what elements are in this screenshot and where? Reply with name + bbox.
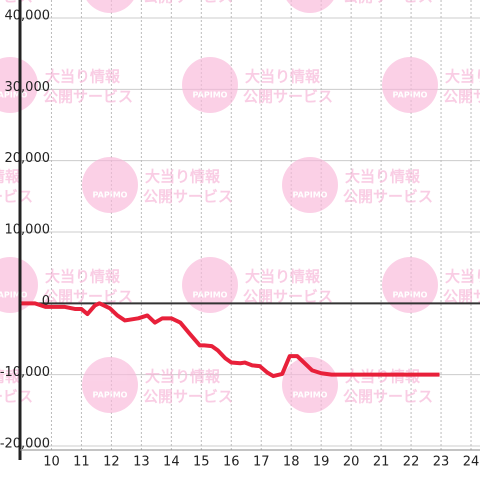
watermark-logo: [282, 157, 338, 213]
watermark-logo: [82, 357, 138, 413]
watermark-text: 公開サービス: [143, 0, 233, 6]
watermark-logo: [86, 0, 134, 13]
watermark-text: 公開サービス: [343, 188, 433, 206]
watermark-logo: [182, 257, 238, 313]
watermark-logo: [382, 57, 438, 113]
watermark-text: 公開サービス: [443, 288, 480, 306]
watermark-text: 大当り情報: [345, 168, 421, 186]
x-tick-label: 18: [283, 455, 300, 470]
x-tick-label: 19: [313, 455, 330, 470]
watermark-brand: PAPIMO: [393, 291, 428, 300]
watermark-brand: PAPIMO: [293, 391, 328, 400]
watermark-text: 公開サービス: [0, 388, 33, 406]
y-tick-label: 0: [42, 294, 50, 309]
x-tick-label: 13: [133, 455, 150, 470]
watermark-brand: PAPIMO: [393, 91, 428, 100]
x-tick-label: 12: [103, 455, 120, 470]
watermark-text: 公開サービス: [143, 388, 233, 406]
watermark-text: 公開サービス: [343, 388, 433, 406]
watermark-text: 大当り情報: [45, 68, 121, 86]
watermark-text: 公開サービス: [243, 288, 333, 306]
watermark-logo: [82, 157, 138, 213]
watermark-text: 公開サービス: [343, 0, 433, 6]
y-tick-label: -20,000: [0, 437, 50, 452]
y-tick-label: 10,000: [5, 223, 51, 238]
watermark-text: 公開サービス: [0, 0, 33, 6]
watermark-text: 大当り情報: [0, 368, 21, 386]
y-tick-label: 40,000: [5, 9, 51, 24]
watermark-logo: [182, 57, 238, 113]
watermark-text: 大当り情報: [245, 268, 321, 286]
x-tick-label: 24: [463, 455, 480, 470]
watermark-text: 公開サービス: [43, 88, 133, 106]
watermark-brand: PAPIMO: [93, 191, 128, 200]
watermark-logo: [286, 0, 334, 13]
watermark-text: 公開サービス: [0, 188, 33, 206]
x-tick-label: 16: [223, 455, 240, 470]
x-tick-label: 21: [373, 455, 390, 470]
watermark-text: 大当り情報: [45, 268, 121, 286]
watermark-brand: PAPIMO: [293, 191, 328, 200]
x-tick-label: 14: [163, 455, 180, 470]
watermark-text: 公開サービス: [143, 188, 233, 206]
watermark-brand: PAPIMO: [193, 91, 228, 100]
x-tick-label: 10: [43, 455, 60, 470]
y-tick-label: 30,000: [5, 80, 51, 95]
watermark-text: 大当り情報: [445, 68, 480, 86]
y-tick-label: -10,000: [0, 365, 50, 380]
x-tick-label: 15: [193, 455, 210, 470]
watermark-brand: PAPIMO: [0, 291, 28, 300]
watermark-text: 大当り情報: [145, 168, 221, 186]
data-line: [21, 301, 440, 379]
x-tick-label: 22: [403, 455, 420, 470]
x-tick-label: 11: [73, 455, 90, 470]
watermark-text: 公開サービス: [443, 88, 480, 106]
watermark-brand: PAPIMO: [0, 91, 28, 100]
watermark-text: 公開サービス: [243, 88, 333, 106]
watermark-text: 大当り情報: [445, 268, 480, 286]
watermark-text: 大当り情報: [145, 368, 221, 386]
y-tick-label: 20,000: [5, 151, 51, 166]
x-tick-label: 17: [253, 455, 270, 470]
x-tick-label: 20: [343, 455, 360, 470]
watermark-text: 大当り情報: [0, 168, 21, 186]
watermark-logo: [282, 357, 338, 413]
watermark-brand: PAPIMO: [93, 391, 128, 400]
x-tick-label: 23: [433, 455, 450, 470]
watermark-text: 大当り情報: [245, 68, 321, 86]
watermark-brand: PAPIMO: [193, 291, 228, 300]
watermark-logo: [382, 257, 438, 313]
watermark-text: 公開サービス: [43, 288, 133, 306]
